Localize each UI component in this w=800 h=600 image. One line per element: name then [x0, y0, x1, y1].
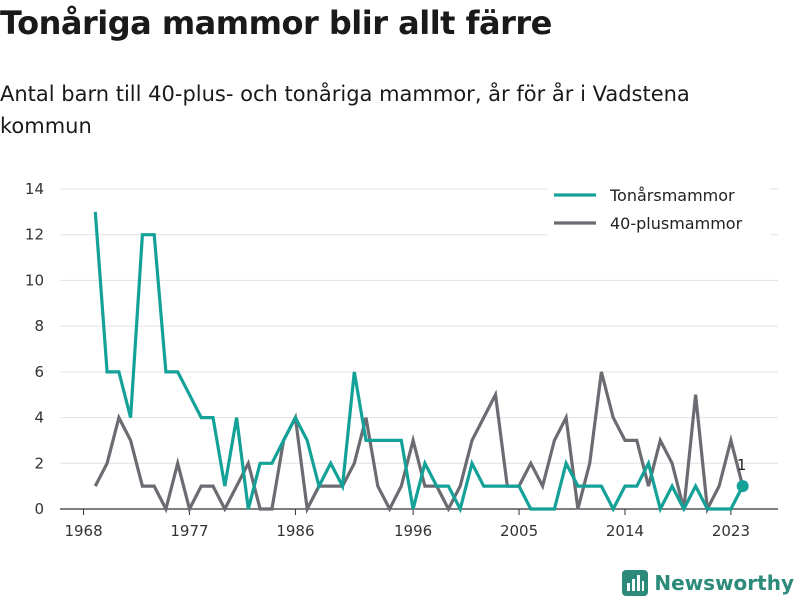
x-tick-label: 1977 — [170, 522, 208, 540]
y-tick-label: 14 — [25, 180, 44, 198]
x-tick-label: 1968 — [64, 522, 102, 540]
x-tick-label: 2005 — [500, 522, 538, 540]
last-point-label: 1 — [737, 456, 747, 474]
legend-label: 40-plusmammor — [610, 214, 743, 233]
x-tick-label: 2023 — [712, 522, 750, 540]
grid-layer — [60, 188, 778, 464]
series-layer: 1 — [93, 211, 749, 515]
newsworthy-logo-icon — [622, 570, 649, 596]
y-tick-label: 4 — [34, 409, 44, 427]
brand: Newsworthy — [622, 570, 794, 596]
x-tick-label: 2014 — [606, 522, 644, 540]
legend: Tonårsmammor 40-plusmammor — [548, 180, 770, 238]
y-tick-label: 6 — [34, 363, 44, 381]
series-line-tonarsmammor — [93, 211, 745, 514]
y-tick-label: 10 — [25, 271, 44, 289]
legend-background — [548, 180, 770, 238]
chart-subtitle: Antal barn till 40-plus- och tonåriga ma… — [0, 82, 690, 138]
legend-label: Tonårsmammor — [609, 186, 735, 205]
y-tick-label: 8 — [34, 317, 44, 335]
series-line-40-plusmammor — [93, 371, 745, 515]
y-tick-label: 0 — [34, 500, 44, 518]
x-tick-label: 1986 — [276, 522, 314, 540]
last-point-marker — [736, 480, 749, 493]
chart-title: Tonåriga mammor blir allt färre — [0, 4, 552, 42]
y-tick-label: 12 — [25, 226, 44, 244]
y-tick-label: 2 — [34, 454, 44, 472]
axis-layer: 0 2 4 6 8 10 12 14 1968 1977 1986 1996 2005 2014 2023 — [25, 180, 778, 540]
brand-name: Newsworthy — [654, 571, 794, 595]
x-tick-label: 1996 — [394, 522, 432, 540]
